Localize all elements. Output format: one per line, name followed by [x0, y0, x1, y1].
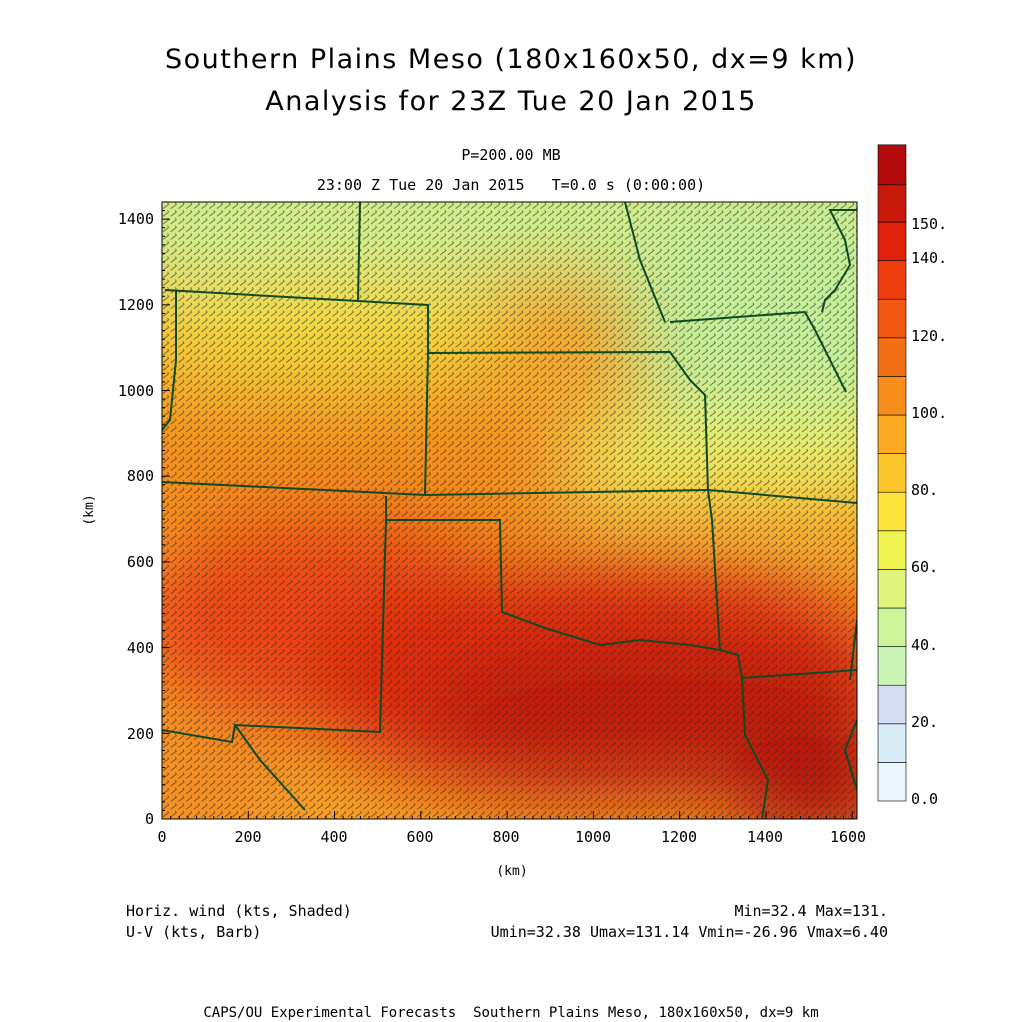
title-line-1: Southern Plains Meso (180x160x50, dx=9 k… [164, 44, 858, 75]
colorbar [877, 144, 907, 802]
colorbar-label: 140. [911, 249, 947, 267]
colorbar-label: 100. [911, 404, 947, 422]
colorbar-segment [877, 530, 907, 570]
colorbar-segment [877, 607, 907, 647]
colorbar-label: 40. [911, 636, 938, 654]
x-axis-ticks [161, 811, 853, 819]
colorbar-label: 120. [911, 327, 947, 345]
x-tick-label: 1400 [747, 828, 783, 846]
colorbar-segment [877, 376, 907, 416]
colorbar-segment [877, 684, 907, 725]
title-line-2: Analysis for 23Z Tue 20 Jan 2015 [265, 86, 757, 117]
x-tick-label: 1600 [830, 828, 866, 846]
credit-line: CAPS/OU Experimental Forecasts Southern … [203, 1005, 819, 1021]
x-axis-label: (km) [496, 864, 527, 879]
colorbar-segment [877, 144, 907, 186]
y-tick-label: 200 [127, 725, 154, 743]
y-tick-label: 800 [127, 467, 154, 485]
uv-stats-readout: Umin=32.38 Umax=131.14 Vmin=-26.96 Vmax=… [490, 923, 888, 941]
y-tick-label: 1000 [118, 382, 154, 400]
x-tick-label: 1000 [575, 828, 611, 846]
colorbar-segment [877, 569, 907, 609]
colorbar-segment [877, 414, 907, 454]
x-tick-label: 600 [406, 828, 433, 846]
y-tick-label: 0 [145, 810, 154, 828]
barb-field-label: U-V (kts, Barb) [126, 923, 262, 941]
x-tick-label: 0 [157, 828, 166, 846]
colorbar-label: 60. [911, 558, 938, 576]
shaded-field-label: Horiz. wind (kts, Shaded) [126, 902, 352, 920]
colorbar-segment [877, 337, 907, 377]
y-tick-label: 400 [127, 639, 154, 657]
colorbar-segment [877, 453, 907, 493]
colorbar-label: 0.0 [911, 790, 938, 808]
pressure-level: P=200.00 MB [461, 146, 561, 164]
y-axis-ticks [162, 201, 170, 820]
min-max-readout: Min=32.4 Max=131. [734, 902, 888, 920]
colorbar-segment [877, 221, 907, 261]
valid-time: 23:00 Z Tue 20 Jan 2015 T=0.0 s (0:00:00… [316, 176, 706, 194]
colorbar-segment [877, 723, 907, 763]
colorbar-label: 80. [911, 481, 938, 499]
y-tick-label: 1200 [118, 296, 154, 314]
wind-barbs [162, 202, 857, 819]
y-axis-label: (km) [82, 494, 97, 525]
colorbar-label: 20. [911, 713, 938, 731]
colorbar-segment [877, 260, 907, 300]
x-tick-label: 400 [320, 828, 347, 846]
state-boundaries [162, 202, 857, 819]
x-tick-label: 200 [234, 828, 261, 846]
colorbar-segment [877, 762, 907, 802]
colorbar-segment [877, 298, 907, 339]
colorbar-segment [877, 646, 907, 686]
x-tick-label: 1200 [661, 828, 697, 846]
x-tick-label: 800 [492, 828, 519, 846]
y-tick-label: 1400 [118, 210, 154, 228]
colorbar-label: 150. [911, 215, 947, 233]
colorbar-segment [877, 183, 907, 223]
y-tick-label: 600 [127, 553, 154, 571]
colorbar-segment [877, 491, 907, 532]
